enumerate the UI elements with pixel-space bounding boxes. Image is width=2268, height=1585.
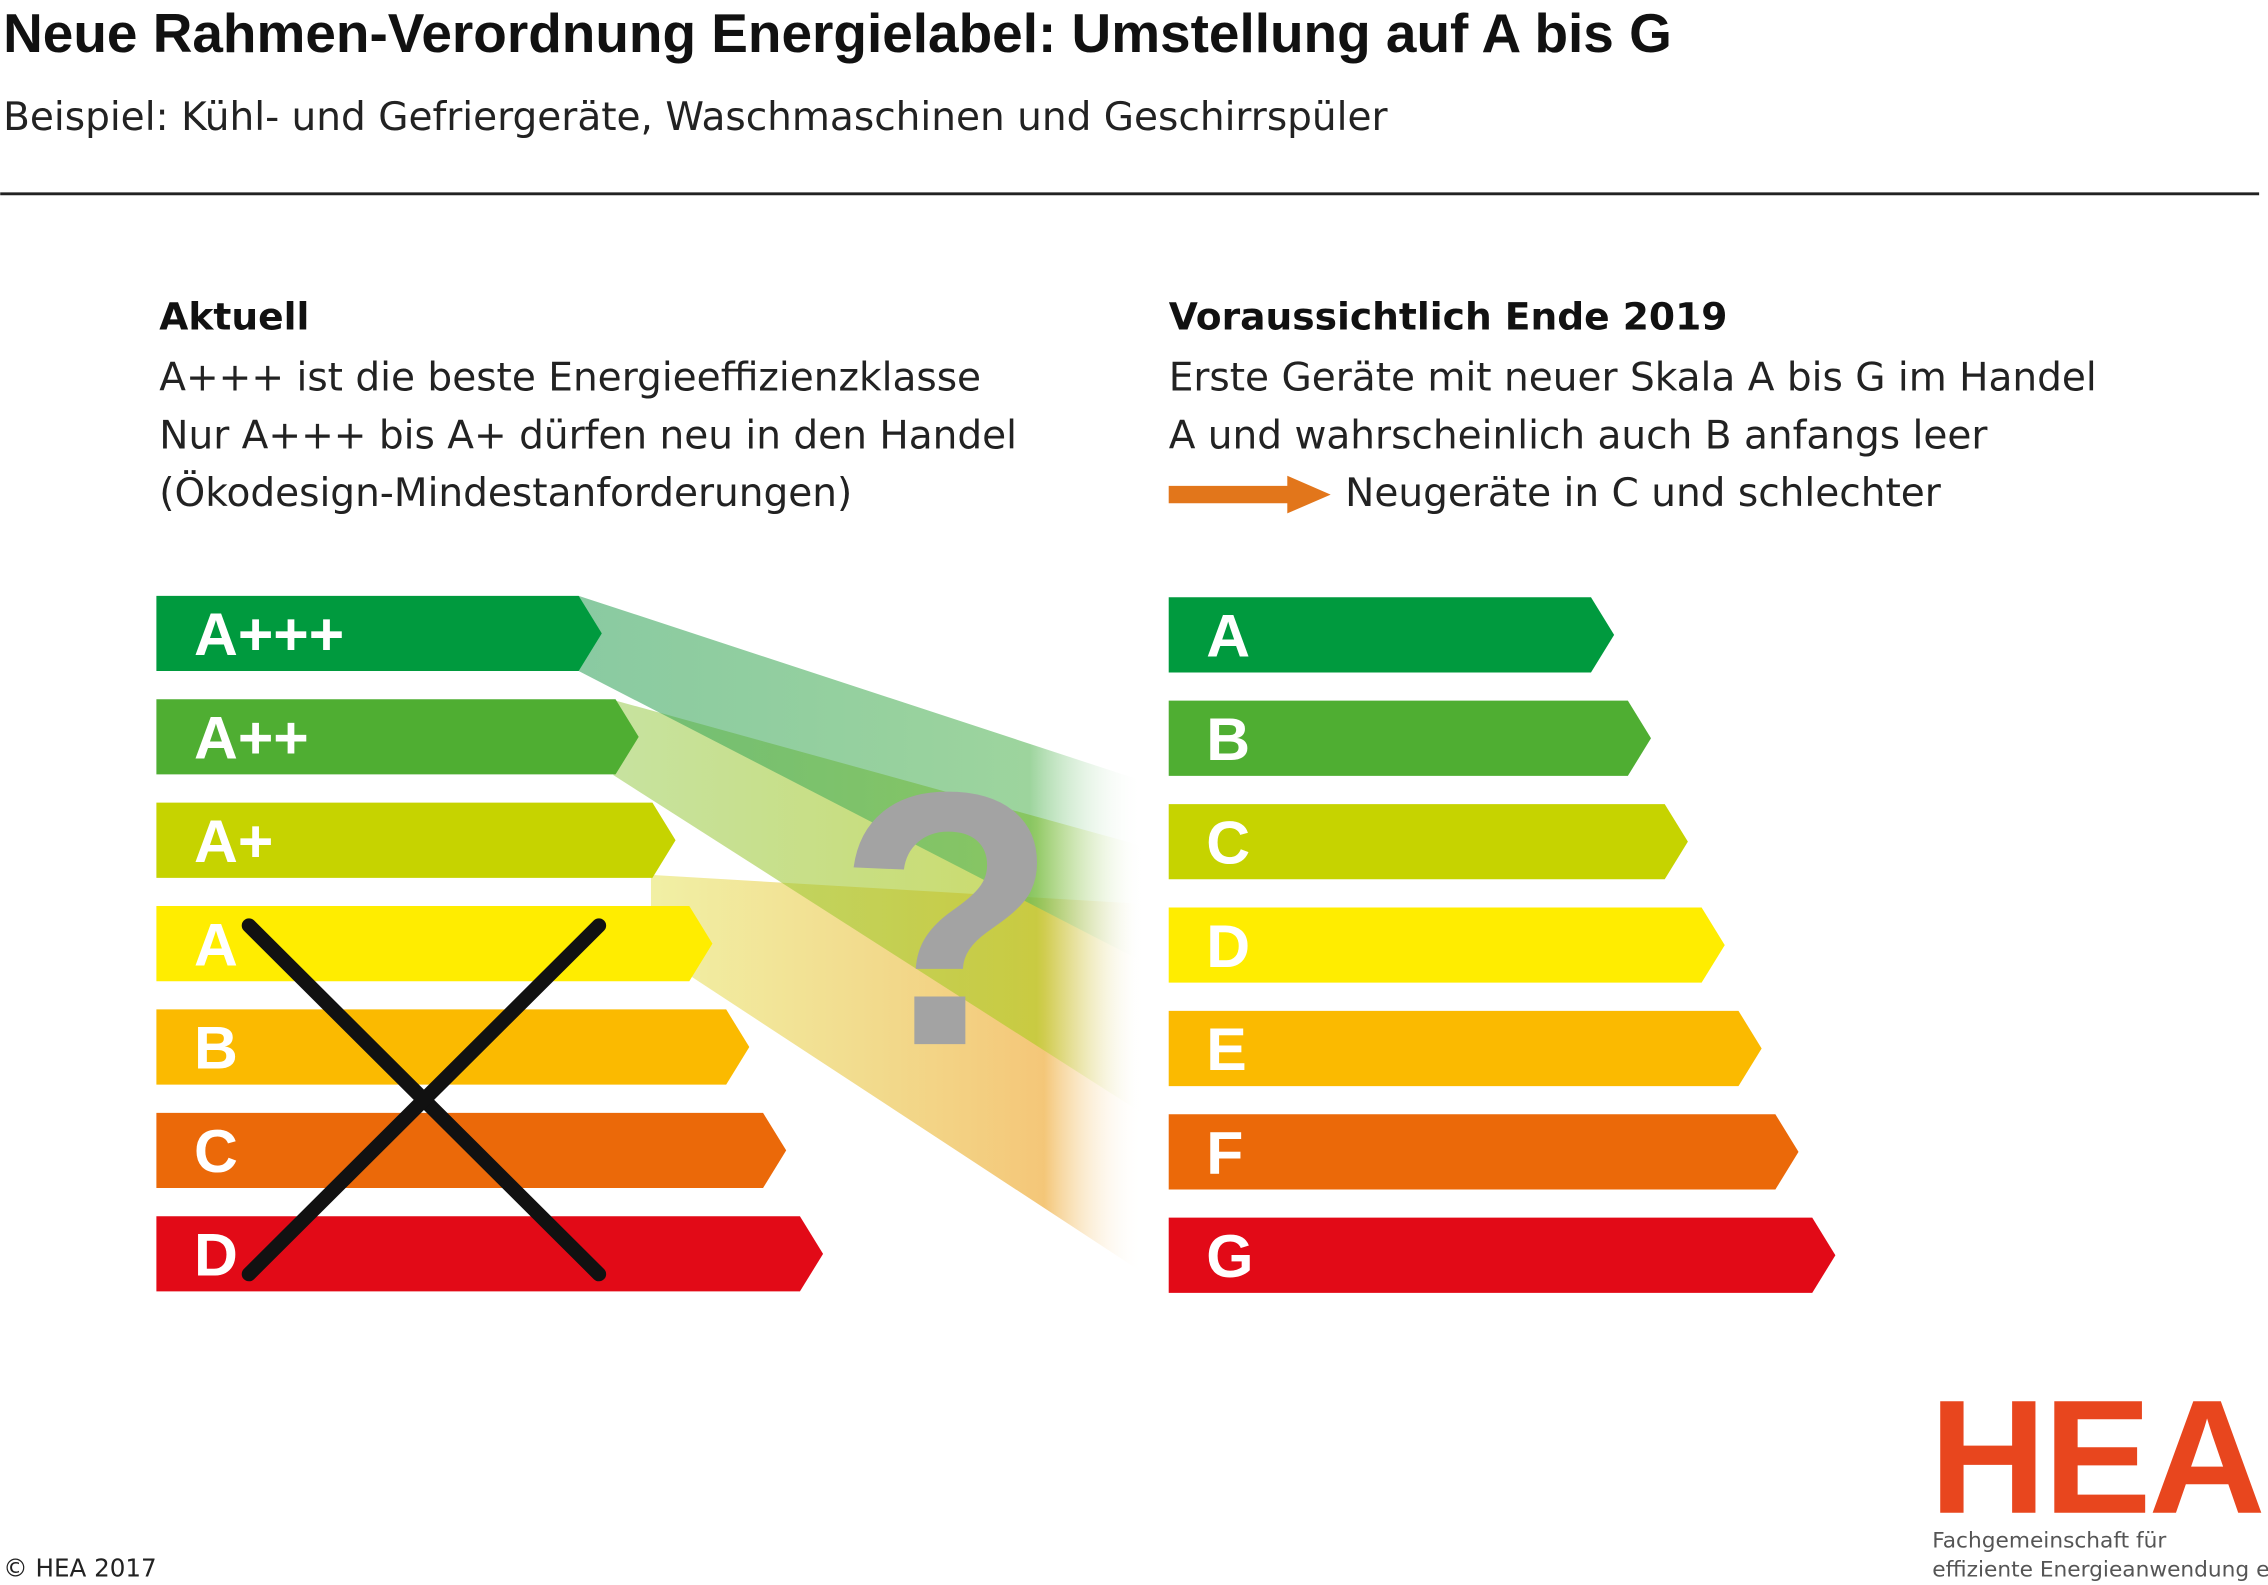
class-bar: [156, 1009, 750, 1085]
class-bar: [1168, 700, 1652, 776]
beams: [578, 595, 1143, 1273]
class-bar: [156, 1216, 824, 1292]
subtitle: Beispiel: Kühl- und Gefriergeräte, Wasch…: [3, 95, 1388, 140]
class-label: F: [1206, 1119, 1243, 1187]
class-label: A+++: [194, 600, 344, 668]
class-label: A+: [194, 807, 273, 875]
class-bar: [156, 699, 639, 775]
right-line: A und wahrscheinlich auch B anfangs leer: [1169, 413, 1989, 458]
class-bar: [1168, 597, 1615, 673]
class-label: B: [1206, 705, 1250, 773]
class-bar: [156, 906, 713, 982]
class-label: C: [1206, 808, 1250, 876]
class-bar: [1168, 1010, 1762, 1087]
class-label: G: [1206, 1222, 1253, 1290]
left-line: (Ökodesign-Mindestanforderungen): [159, 470, 852, 516]
logo: HEA: [1929, 1367, 2262, 1548]
class-bar: [1168, 1217, 1836, 1293]
class-bar: [1168, 804, 1688, 880]
beam: [578, 595, 1143, 962]
class-label: C: [194, 1117, 238, 1185]
beam: [613, 699, 1143, 1114]
class-label: D: [1206, 912, 1250, 980]
class-label: A: [1206, 602, 1250, 670]
title: Neue Rahmen-Verordnung Energielabel: Ums…: [3, 2, 1672, 64]
class-bar: [156, 802, 676, 878]
arrow-text: Neugeräte in C und schlechter: [1345, 471, 1942, 516]
class-label: D: [194, 1221, 238, 1289]
cross-line: [241, 918, 607, 1282]
logo-text: effiziente Energieanwendung e. V.: [1932, 1557, 2268, 1582]
copyright: © HEA 2017: [3, 1553, 157, 1582]
class-label: A++: [194, 704, 309, 772]
class-bar: [156, 595, 602, 672]
left-line: Nur A+++ bis A+ dürfen neu in den Handel: [159, 413, 1017, 458]
class-label: B: [194, 1014, 238, 1082]
class-bar: [1168, 1114, 1799, 1190]
class-bar: [1168, 907, 1725, 983]
class-label: E: [1206, 1015, 1247, 1083]
class-label: A: [194, 910, 238, 978]
right-line: Erste Geräte mit neuer Skala A bis G im …: [1169, 355, 2097, 400]
right-heading: Voraussichtlich Ende 2019: [1169, 295, 1728, 339]
arrow: [1168, 475, 1331, 514]
left-heading: Aktuell: [159, 295, 309, 339]
left-line: A+++ ist die beste Energieeffizienzklass…: [159, 355, 981, 400]
question-mark: ?: [837, 717, 1058, 1121]
logo-text: Fachgemeinschaft für: [1932, 1528, 2166, 1553]
